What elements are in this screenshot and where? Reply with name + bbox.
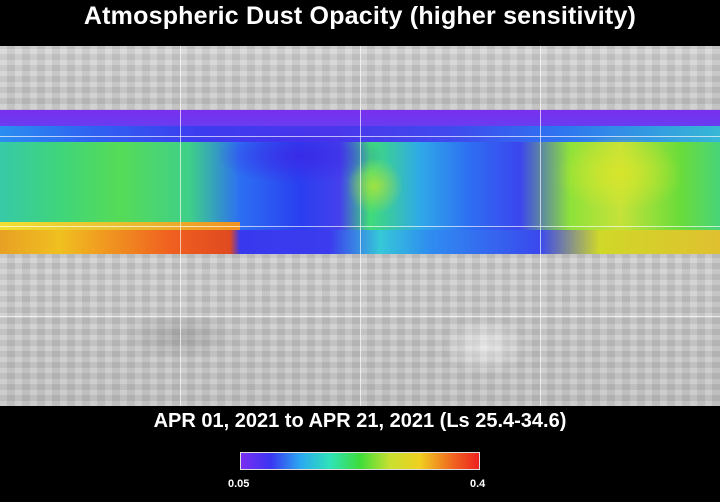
colorbar (240, 452, 480, 470)
date-range-label: APR 01, 2021 to APR 21, 2021 (Ls 25.4-34… (153, 410, 567, 432)
grid-line-parallel (0, 316, 720, 317)
grid-line-parallel (0, 136, 720, 137)
grid-line-parallel (0, 226, 720, 227)
mars-map (0, 46, 720, 406)
colorbar-max-label: 0.4 (470, 478, 486, 490)
map-title: Atmospheric Dust Opacity (higher sensiti… (83, 2, 637, 30)
colorbar-min-label: 0.05 (228, 478, 250, 490)
